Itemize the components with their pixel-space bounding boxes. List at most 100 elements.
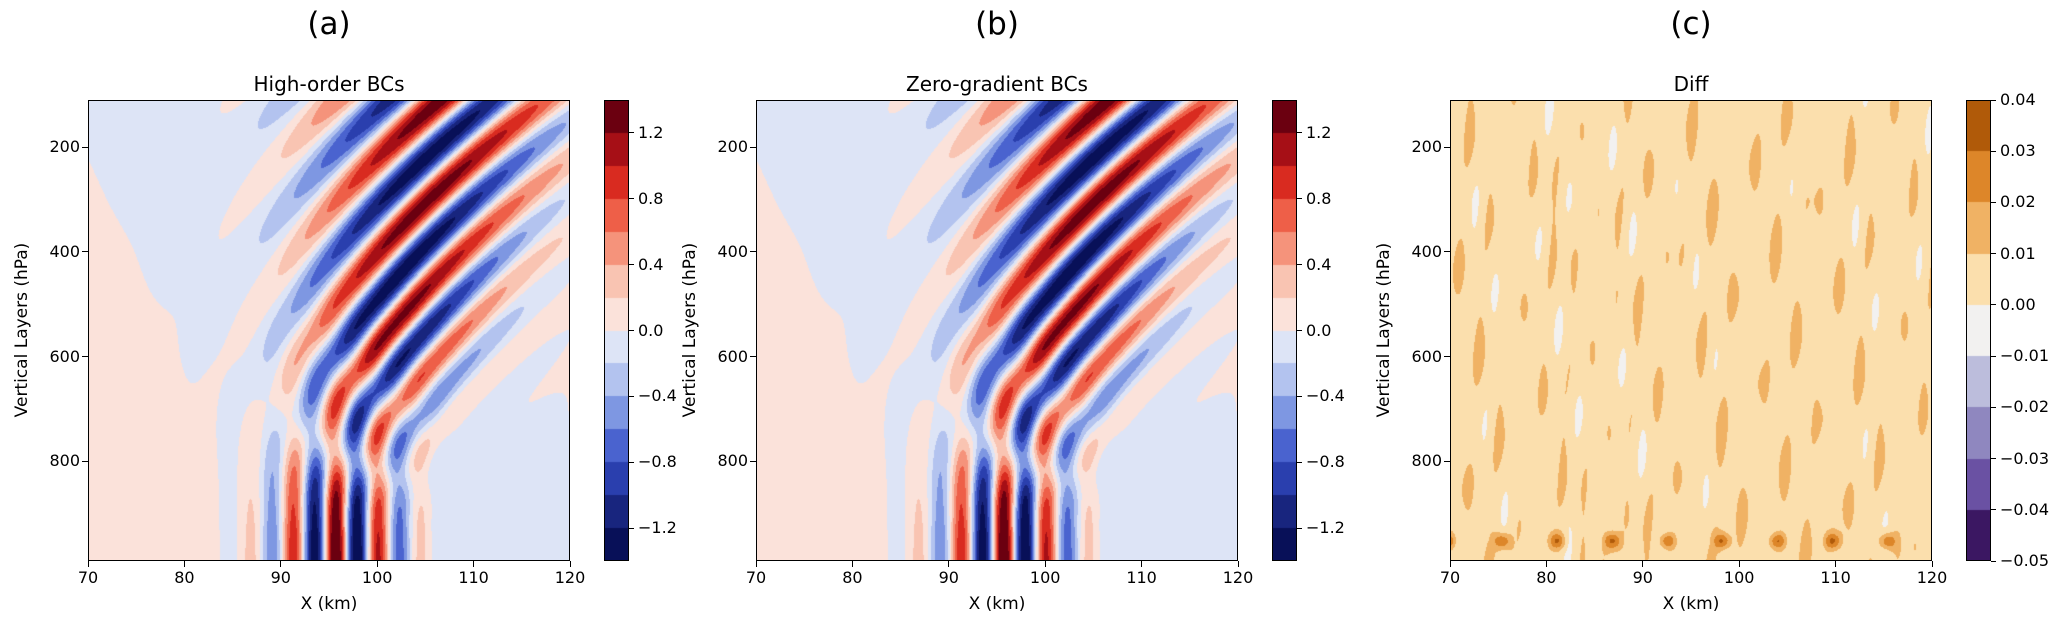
colorbar-tick-label: 0.01	[2000, 243, 2036, 263]
colorbar-tick-label: −0.4	[1306, 386, 1345, 406]
x-tick-label: 80	[1536, 568, 1557, 587]
colorbar-tick-mark	[1991, 253, 1996, 255]
x-tick-mark	[87, 561, 89, 567]
x-tick-mark	[280, 561, 282, 567]
y-tick-mark	[82, 146, 88, 148]
y-tick-mark	[1444, 146, 1450, 148]
y-tick-mark	[1444, 251, 1450, 253]
colorbar-tick-mark	[1991, 406, 1996, 408]
panel-a-title: High-order BCs	[253, 72, 405, 96]
x-tick-label: 90	[938, 568, 959, 587]
colorbar-tick-mark	[1297, 527, 1302, 529]
colorbar-tick-mark	[1297, 461, 1302, 463]
colorbar-tick-label: −0.8	[1306, 452, 1345, 472]
x-tick-mark	[1237, 561, 1239, 567]
colorbar-tick-mark	[1991, 355, 1996, 357]
colorbar-tick-mark	[1297, 264, 1302, 266]
colorbar-tick-label: 1.2	[638, 122, 664, 142]
panel-b-label: (b)	[975, 6, 1019, 42]
colorbar-tick-label: 0.03	[2000, 141, 2036, 161]
y-axis-label: Vertical Layers (hPa)	[680, 242, 700, 418]
x-tick-label: 100	[1029, 568, 1061, 587]
x-tick-mark	[1141, 561, 1143, 567]
panel-b-title: Zero-gradient BCs	[906, 72, 1088, 96]
colorbar-tick-label: 0.0	[638, 320, 664, 340]
colorbar-tick-mark	[629, 461, 634, 463]
colorbar-a	[604, 100, 629, 561]
y-tick-mark	[1444, 356, 1450, 358]
x-tick-label: 120	[1916, 568, 1948, 587]
x-tick-label: 120	[554, 568, 586, 587]
colorbar-tick-mark	[1297, 330, 1302, 331]
y-tick-label: 400	[49, 241, 80, 261]
colorbar-tick-mark	[629, 132, 634, 134]
colorbar-tick-label: 0.8	[1306, 188, 1332, 208]
colorbar-tick-mark	[629, 395, 634, 397]
panel-a-label: (a)	[307, 6, 351, 42]
contour-plot-b	[756, 100, 1238, 561]
x-tick-mark	[569, 561, 571, 567]
x-tick-mark	[1835, 561, 1837, 567]
x-tick-label: 80	[842, 568, 863, 587]
colorbar-tick-mark	[1991, 150, 1996, 152]
y-tick-label: 400	[1411, 241, 1442, 261]
panel-a: (a) High-order BCs Vertical Layers (hPa)…	[0, 0, 700, 634]
x-tick-mark	[376, 561, 378, 567]
colorbar-tick-label: 0.00	[2000, 294, 2036, 314]
colorbar-tick-label: −1.2	[638, 518, 677, 538]
contour-plot-a	[88, 100, 570, 561]
x-tick-label: 100	[361, 568, 393, 587]
x-tick-mark	[1449, 561, 1451, 567]
colorbar-tick-label: −0.8	[638, 452, 677, 472]
colorbar-b	[1272, 100, 1297, 561]
colorbar-tick-label: −0.02	[2000, 397, 2050, 417]
colorbar-tick-mark	[1991, 509, 1996, 511]
colorbar-tick-mark	[629, 198, 634, 200]
colorbar-tick-label: 0.4	[1306, 254, 1332, 274]
y-tick-mark	[750, 460, 756, 462]
colorbar-tick-mark	[1297, 395, 1302, 397]
colorbar-tick-mark	[1991, 99, 1996, 101]
colorbar-tick-label: 0.02	[2000, 192, 2036, 212]
x-tick-label: 80	[174, 568, 195, 587]
x-tick-mark	[1642, 561, 1644, 567]
y-axis-label: Vertical Layers (hPa)	[1374, 242, 1394, 418]
colorbar-tick-mark	[1991, 560, 1996, 562]
colorbar-tick-mark	[1991, 304, 1996, 306]
colorbar-tick-label: −0.4	[638, 386, 677, 406]
x-tick-mark	[1545, 561, 1547, 567]
x-axis-label: X (km)	[300, 594, 358, 614]
x-tick-label: 110	[1126, 568, 1157, 587]
x-axis-label: X (km)	[1662, 594, 1720, 614]
x-tick-label: 120	[1222, 568, 1254, 587]
y-tick-label: 600	[717, 346, 748, 366]
y-tick-label: 800	[1411, 451, 1442, 471]
x-tick-mark	[1931, 561, 1933, 567]
colorbar-c	[1966, 100, 1991, 561]
x-tick-label: 100	[1723, 568, 1755, 587]
colorbar-tick-label: −0.03	[2000, 448, 2050, 468]
y-tick-mark	[82, 460, 88, 462]
colorbar-tick-label: −0.04	[2000, 499, 2050, 519]
y-tick-label: 800	[717, 451, 748, 471]
colorbar-tick-mark	[1991, 458, 1996, 460]
x-tick-mark	[473, 561, 475, 567]
panel-c-label: (c)	[1670, 6, 1712, 42]
panel-c: (c) Diff Vertical Layers (hPa) X (km) 70…	[1362, 0, 2062, 634]
x-tick-mark	[851, 561, 853, 567]
x-tick-label: 110	[458, 568, 489, 587]
y-tick-label: 600	[49, 346, 80, 366]
colorbar-tick-mark	[1297, 132, 1302, 134]
y-tick-label: 200	[1411, 137, 1442, 157]
colorbar-tick-label: −0.05	[2000, 551, 2050, 570]
y-tick-label: 200	[717, 137, 748, 157]
x-tick-label: 70	[77, 568, 99, 587]
y-tick-label: 600	[1411, 346, 1442, 366]
colorbar-tick-mark	[1991, 201, 1996, 203]
x-tick-mark	[948, 561, 950, 567]
colorbar-tick-mark	[629, 330, 634, 331]
panel-c-title: Diff	[1673, 72, 1709, 96]
x-tick-label: 70	[745, 568, 767, 587]
colorbar-tick-label: −1.2	[1306, 518, 1345, 538]
